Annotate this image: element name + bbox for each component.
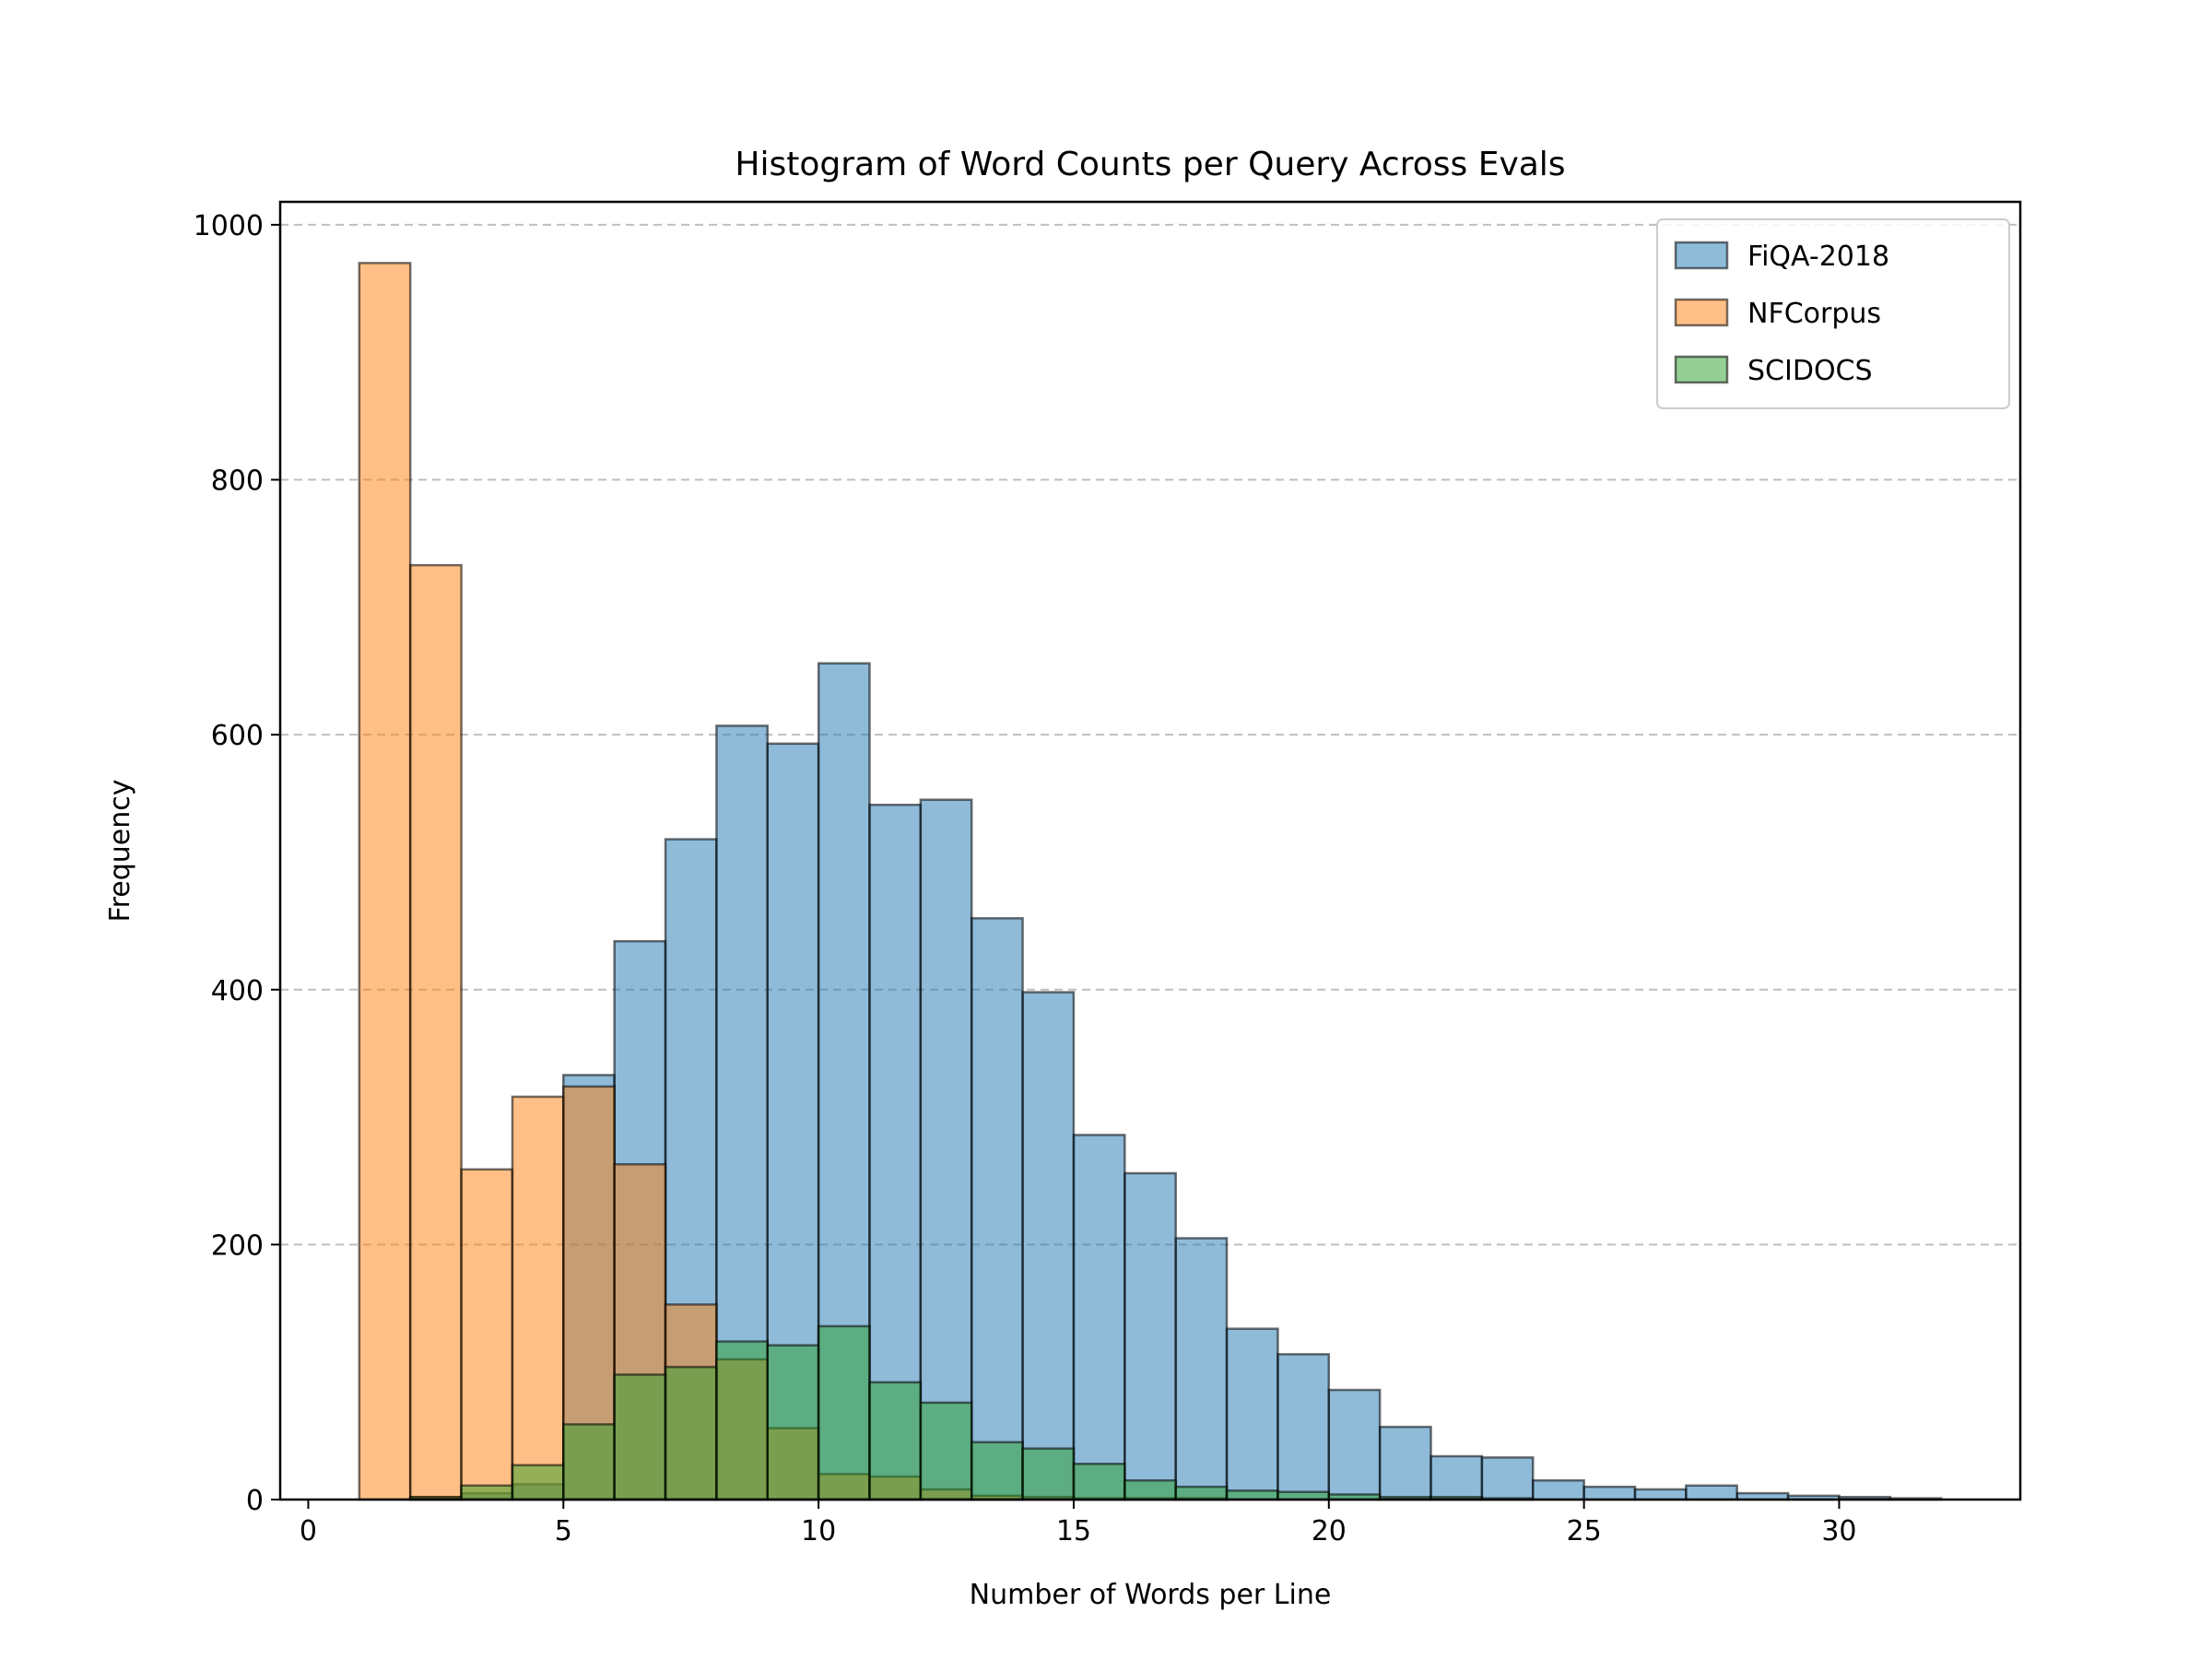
histogram-bar (1480, 1456, 1535, 1501)
legend-swatch (1674, 355, 1729, 384)
histogram-bar (562, 1423, 616, 1501)
histogram-bar (766, 1344, 820, 1501)
x-axis-label: Number of Words per Line (970, 1579, 1332, 1611)
y-tick-label: 400 (211, 975, 264, 1007)
legend-swatch (1674, 241, 1729, 270)
histogram-bar (1531, 1479, 1585, 1501)
legend-label: FiQA-2018 (1747, 241, 1889, 273)
histogram-bar (1021, 991, 1076, 1501)
x-tick-label: 20 (1312, 1515, 1347, 1547)
histogram-bar (613, 1373, 667, 1501)
histogram-bar (1225, 1489, 1279, 1501)
y-tick-label: 1000 (194, 210, 264, 242)
histogram-bar (460, 1168, 514, 1501)
plot-frame (278, 200, 2022, 1501)
x-axis-ticks: 0 5 10 15 20 25 30 (300, 1500, 1857, 1547)
x-tick-label: 15 (1056, 1515, 1091, 1547)
histogram-bar (460, 1484, 514, 1501)
histogram-bar (511, 1464, 565, 1501)
legend-item: NFCorpus (1674, 298, 1881, 330)
y-axis-ticks: 0 200 400 600 800 1000 (194, 210, 280, 1517)
histogram-bar (868, 1381, 923, 1501)
histogram-bars (358, 262, 1943, 1501)
x-tick-label: 30 (1821, 1515, 1856, 1547)
legend-label: NFCorpus (1747, 298, 1881, 330)
histogram-bar (1430, 1454, 1484, 1501)
histogram-bar (970, 917, 1024, 1501)
series-scidocs (408, 1324, 1535, 1501)
legend: FiQA-2018 NFCorpus SCIDOCS (1656, 218, 2010, 409)
histogram-bar (664, 1365, 718, 1501)
histogram-bar (817, 1324, 871, 1501)
y-tick-label: 800 (211, 465, 264, 498)
histogram-bar (408, 563, 463, 1501)
legend-box (1656, 218, 2010, 409)
legend-swatch (1674, 298, 1729, 327)
histogram-bar (919, 1401, 973, 1501)
histogram-bar (1072, 1463, 1126, 1501)
histogram-bar (358, 262, 412, 1501)
histogram-bar (1174, 1485, 1229, 1501)
histogram-bar (1685, 1484, 1738, 1501)
x-tick-label: 10 (801, 1515, 836, 1547)
histogram-bar (1124, 1171, 1177, 1501)
histogram-bar (1583, 1485, 1637, 1501)
legend-item: SCIDOCS (1674, 355, 1873, 387)
histogram-bar (1327, 1388, 1382, 1501)
legend-item: FiQA-2018 (1674, 241, 1889, 273)
histogram-bar (1225, 1327, 1279, 1501)
y-tick-label: 600 (211, 720, 264, 752)
histogram-bar (715, 1340, 770, 1501)
x-tick-label: 0 (300, 1515, 317, 1547)
histogram-bar (1378, 1425, 1432, 1501)
histogram-bar (1072, 1134, 1126, 1501)
y-axis-label: Frequency (104, 780, 136, 923)
histogram-bar (511, 1095, 565, 1501)
histogram-bar (919, 798, 973, 1501)
histogram-bar (1633, 1488, 1688, 1501)
histogram-bar (1277, 1353, 1331, 1501)
x-tick-label: 5 (555, 1515, 572, 1547)
chart-title: Histogram of Word Counts per Query Acros… (735, 146, 1565, 183)
histogram-bar (1124, 1479, 1177, 1501)
histogram-bar (970, 1441, 1024, 1501)
y-tick-label: 200 (211, 1230, 264, 1262)
histogram-bar (1174, 1237, 1229, 1501)
y-tick-label: 0 (246, 1485, 264, 1517)
x-tick-label: 25 (1567, 1515, 1602, 1547)
legend-label: SCIDOCS (1747, 355, 1873, 387)
histogram-bar (1021, 1447, 1076, 1501)
